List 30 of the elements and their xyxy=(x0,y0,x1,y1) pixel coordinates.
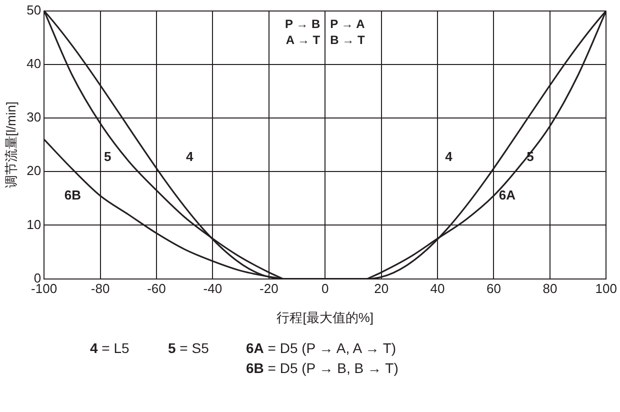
annotation: A → T xyxy=(286,33,321,48)
text: 4 = L5 xyxy=(90,340,130,356)
text: 5 = S5 xyxy=(168,340,209,356)
annotation: B → T xyxy=(330,33,366,48)
x-tick-label: 20 xyxy=(374,281,389,296)
annotation: P → A xyxy=(330,17,366,32)
y-tick-label: 30 xyxy=(26,110,42,125)
text: 6B = D5 (P → B, B → T) xyxy=(246,360,398,376)
y-tick-label: 20 xyxy=(26,163,42,178)
x-axis-title: 行程[最大值的%] xyxy=(276,310,374,325)
annotation: 4 xyxy=(186,149,194,164)
x-tick-label: 40 xyxy=(430,281,445,296)
annotation: 6A xyxy=(498,187,516,202)
x-tick-label: -60 xyxy=(147,281,166,296)
annotation: 6B xyxy=(64,187,82,202)
y-tick-label: 10 xyxy=(26,216,42,232)
y-tick-label: 40 xyxy=(26,56,42,71)
annotation: P → B xyxy=(284,17,320,32)
x-tick-label: 80 xyxy=(542,281,558,296)
x-tick-label: 60 xyxy=(486,281,501,296)
x-tick-label: 100 xyxy=(595,281,618,296)
x-tick-label: -20 xyxy=(260,281,278,296)
y-tick-label: 50 xyxy=(26,2,42,18)
x-tick-label: 0 xyxy=(321,281,329,296)
annotation: 5 xyxy=(104,149,112,164)
text: 6A = D5 (P → A, A → T) xyxy=(246,340,396,356)
annotation: 4 xyxy=(445,149,454,164)
x-tick-label: -80 xyxy=(90,281,110,296)
y-axis-title: 调节流量[l/min] xyxy=(3,101,18,188)
x-tick-label: -40 xyxy=(203,281,222,296)
